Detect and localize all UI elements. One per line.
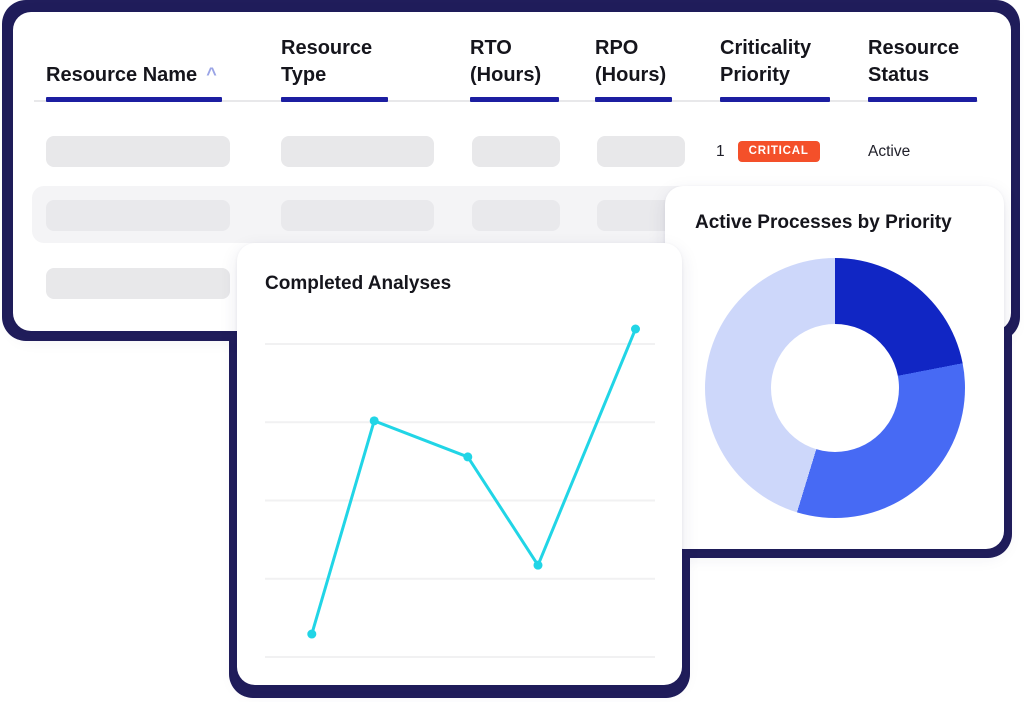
skeleton-bar [281,200,434,231]
column-header-rpo-hours[interactable]: RPO (Hours) [595,34,705,102]
data-point[interactable] [463,452,473,462]
column-label: Resource Name ^ [46,64,217,86]
column-label: Resource Status [868,37,960,86]
completed-analyses-card: Completed Analyses [237,243,682,685]
status-text: Active [868,142,911,160]
column-label: RTO (Hours) [470,37,542,86]
column-header-rto-hours[interactable]: RTO (Hours) [470,34,580,102]
skeleton-bar [281,136,434,167]
data-point[interactable] [307,629,317,639]
skeleton-bar [472,200,560,231]
header-underline [595,97,672,102]
data-point[interactable] [631,324,640,334]
data-line [310,328,637,635]
header-underline [868,97,977,102]
data-point[interactable] [369,416,379,426]
column-label: Criticality Priority [720,37,812,86]
card-title: Active Processes by Priority [695,212,952,233]
sort-ascending-icon[interactable]: ^ [206,64,217,84]
column-header-resource-name[interactable]: Resource Name ^ [46,34,266,102]
column-label: RPO (Hours) [595,37,667,86]
header-underline [470,97,559,102]
header-underline [281,97,388,102]
donut-hole [771,324,899,452]
header-underline [46,97,222,102]
column-header-criticality-priority[interactable]: Criticality Priority [720,34,860,102]
criticality-cell: 1 CRITICAL [716,136,820,167]
header-underline [720,97,830,102]
skeleton-bar [46,268,230,299]
skeleton-bar [46,200,230,231]
data-point[interactable] [533,560,543,570]
column-header-resource-type[interactable]: Resource Type [281,34,411,102]
column-header-resource-status[interactable]: Resource Status [868,34,998,102]
column-label: Resource Type [281,37,373,86]
priority-rank: 1 [716,142,725,160]
skeleton-bar [46,136,230,167]
active-processes-card: Active Processes by Priority [665,186,1004,549]
skeleton-bar [597,136,685,167]
line-chart[interactable] [265,321,655,678]
criticality-badge: CRITICAL [737,140,820,163]
card-title: Completed Analyses [265,273,452,294]
skeleton-bar [472,136,560,167]
status-cell: Active [868,136,910,167]
